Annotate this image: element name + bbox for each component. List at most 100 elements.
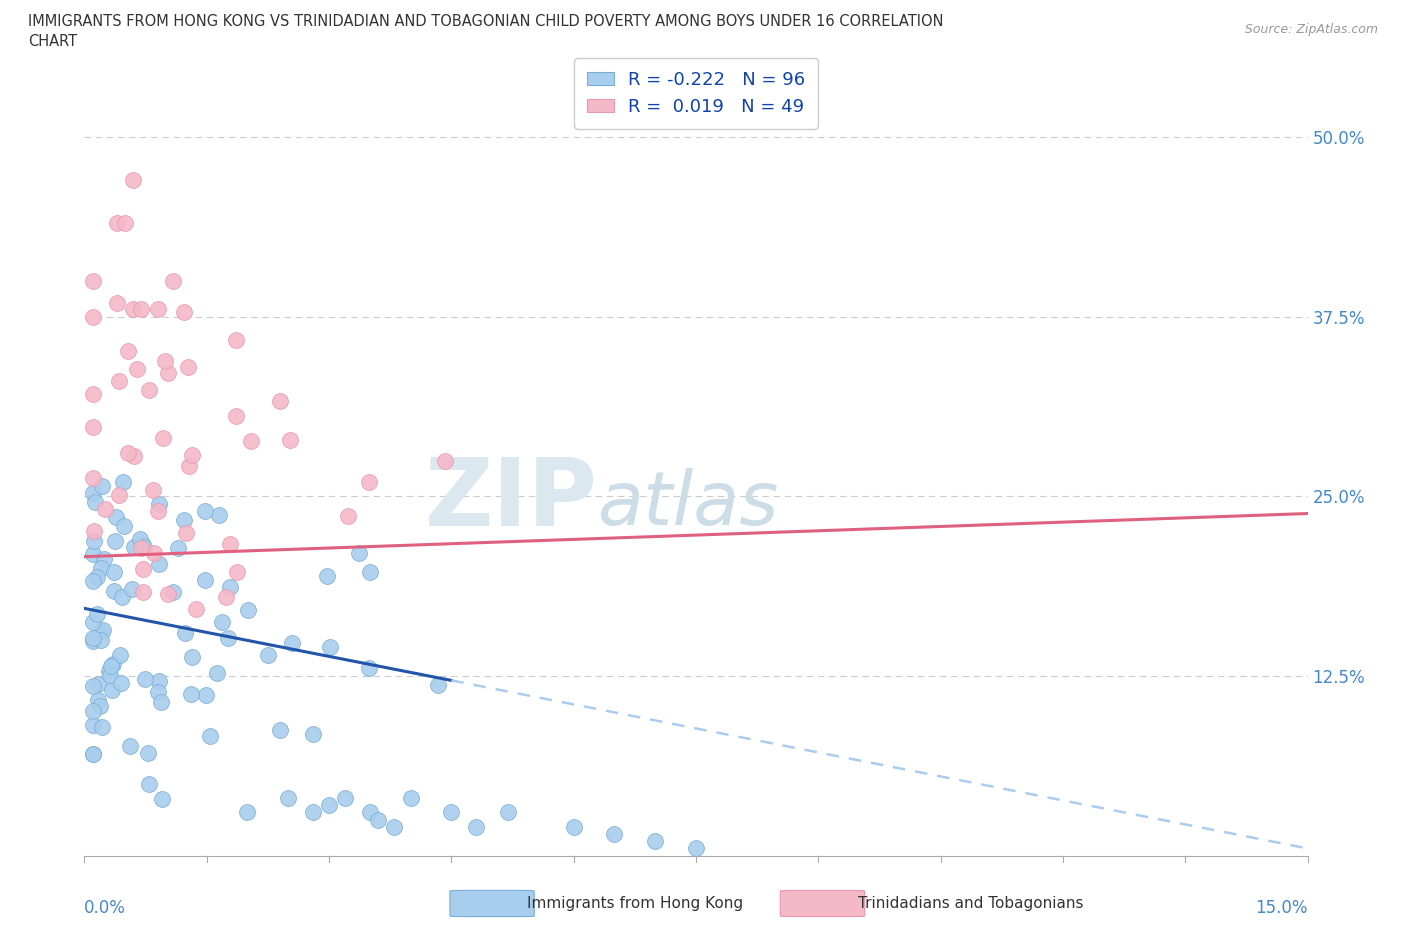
Point [194,504,217,519]
Point [82,614,104,629]
Point [177,458,200,473]
Point [122,302,145,317]
Point [359,805,381,820]
Point [107,487,129,502]
Point [122,539,145,554]
Text: Source: ZipAtlas.com: Source: ZipAtlas.com [1244,23,1378,36]
Point [162,584,184,599]
Point [82,631,104,645]
Point [195,688,218,703]
Point [217,631,239,645]
Point [98,667,121,682]
Point [136,745,159,760]
Point [173,512,195,527]
Point [359,661,381,676]
Point [347,545,370,560]
Point [225,332,247,347]
Point [150,792,173,807]
Point [111,475,134,490]
Point [86,606,108,621]
Text: IMMIGRANTS FROM HONG KONG VS TRINIDADIAN AND TOBAGONIAN CHILD POVERTY AMONG BOYS: IMMIGRANTS FROM HONG KONG VS TRINIDADIAN… [28,14,943,29]
Point [83,524,105,538]
Point [205,666,228,681]
Point [84,495,107,510]
Text: ZIP: ZIP [425,454,598,546]
Text: atlas: atlas [598,468,779,539]
Point [211,615,233,630]
Point [153,353,176,368]
Point [91,720,114,735]
Point [110,590,132,604]
Point [194,573,217,588]
Point [132,585,155,600]
Point [359,474,381,489]
Point [110,675,132,690]
Point [215,590,238,604]
Point [82,747,104,762]
Point [101,657,124,671]
Point [157,366,180,381]
Point [114,216,136,231]
Text: CHART: CHART [28,34,77,49]
Point [146,302,169,317]
Point [156,587,179,602]
Point [83,534,105,549]
Point [382,819,405,834]
Point [82,486,104,501]
Point [301,805,323,820]
Point [90,633,112,648]
Point [100,658,122,673]
Point [464,819,486,834]
Point [104,534,127,549]
Text: 15.0%: 15.0% [1256,899,1308,917]
Point [93,551,115,566]
Point [367,812,389,827]
Point [335,790,357,805]
Point [97,664,120,679]
Point [87,692,110,707]
Point [117,343,139,358]
Point [184,601,207,616]
Point [198,728,221,743]
Point [603,827,626,842]
Point [82,387,104,402]
Point [103,565,125,579]
Point [82,717,104,732]
Point [91,622,114,637]
Point [82,573,104,588]
Point [315,569,337,584]
Point [142,483,165,498]
Point [82,273,104,288]
Point [132,562,155,577]
Point [105,296,128,311]
Point [644,834,666,849]
Point [148,674,170,689]
Point [167,540,190,555]
Point [122,173,145,188]
Point [148,497,170,512]
Point [114,519,136,534]
Point [281,636,304,651]
Point [138,777,160,791]
Point [318,798,340,813]
Point [149,695,172,710]
Point [152,431,174,445]
Point [121,582,143,597]
Point [105,216,128,231]
Point [162,273,184,288]
Point [180,686,202,701]
Point [86,569,108,584]
Point [257,648,280,663]
Point [562,819,585,834]
Point [336,509,359,524]
Point [82,679,104,694]
Text: 0.0%: 0.0% [84,899,127,917]
Point [82,704,104,719]
Point [277,790,299,805]
Point [129,541,152,556]
Point [146,684,169,699]
Point [426,678,449,693]
Point [89,698,111,713]
Point [240,434,263,449]
Point [129,531,152,546]
